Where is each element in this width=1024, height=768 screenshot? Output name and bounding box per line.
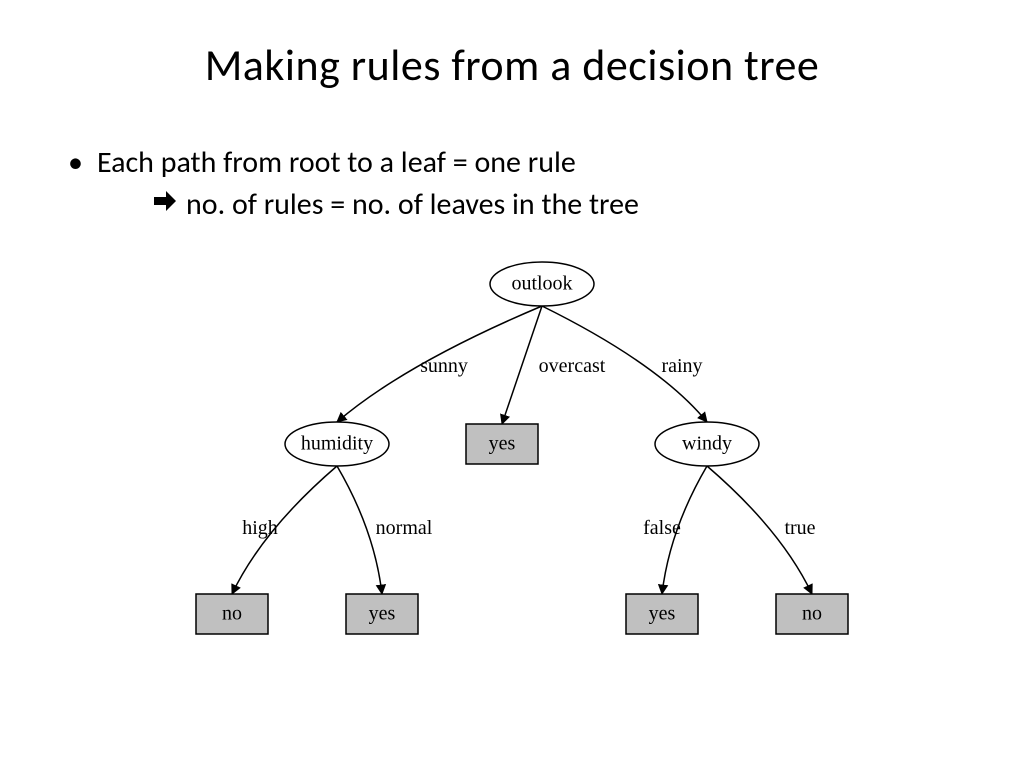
bullet-item: • Each path from root to a leaf = one ru… (60, 142, 964, 184)
tree-edge-label: high (242, 517, 278, 539)
tree-node-label: outlook (511, 273, 572, 295)
arrow-right-icon (152, 184, 178, 226)
tree-node-label: humidity (301, 433, 373, 455)
tree-node-label: yes (649, 603, 676, 625)
tree-edge-label: true (784, 517, 815, 539)
tree-edge-label: normal (376, 517, 433, 539)
sub-item: no. of rules = no. of leaves in the tree (60, 184, 964, 226)
tree-node-label: windy (682, 433, 732, 455)
tree-node-label: yes (489, 433, 516, 455)
bullet-dot-icon: • (68, 142, 83, 184)
tree-edge (502, 306, 542, 424)
slide-title: Making rules from a decision tree (0, 0, 1024, 92)
bullet-text: Each path from root to a leaf = one rule (97, 142, 576, 184)
tree-edge-label: overcast (539, 355, 606, 377)
tree-node-label: no (802, 603, 822, 625)
content-area: • Each path from root to a leaf = one ru… (0, 92, 1024, 664)
tree-node-label: yes (369, 603, 396, 625)
tree-edge-label: rainy (661, 355, 702, 377)
tree-edge-label: sunny (420, 355, 468, 377)
tree-node-label: no (222, 603, 242, 625)
tree-edge-label: false (643, 517, 681, 539)
decision-tree-diagram: sunny overcast rainy high normal false true out… (152, 244, 872, 664)
sub-text: no. of rules = no. of leaves in the tree (186, 184, 639, 226)
